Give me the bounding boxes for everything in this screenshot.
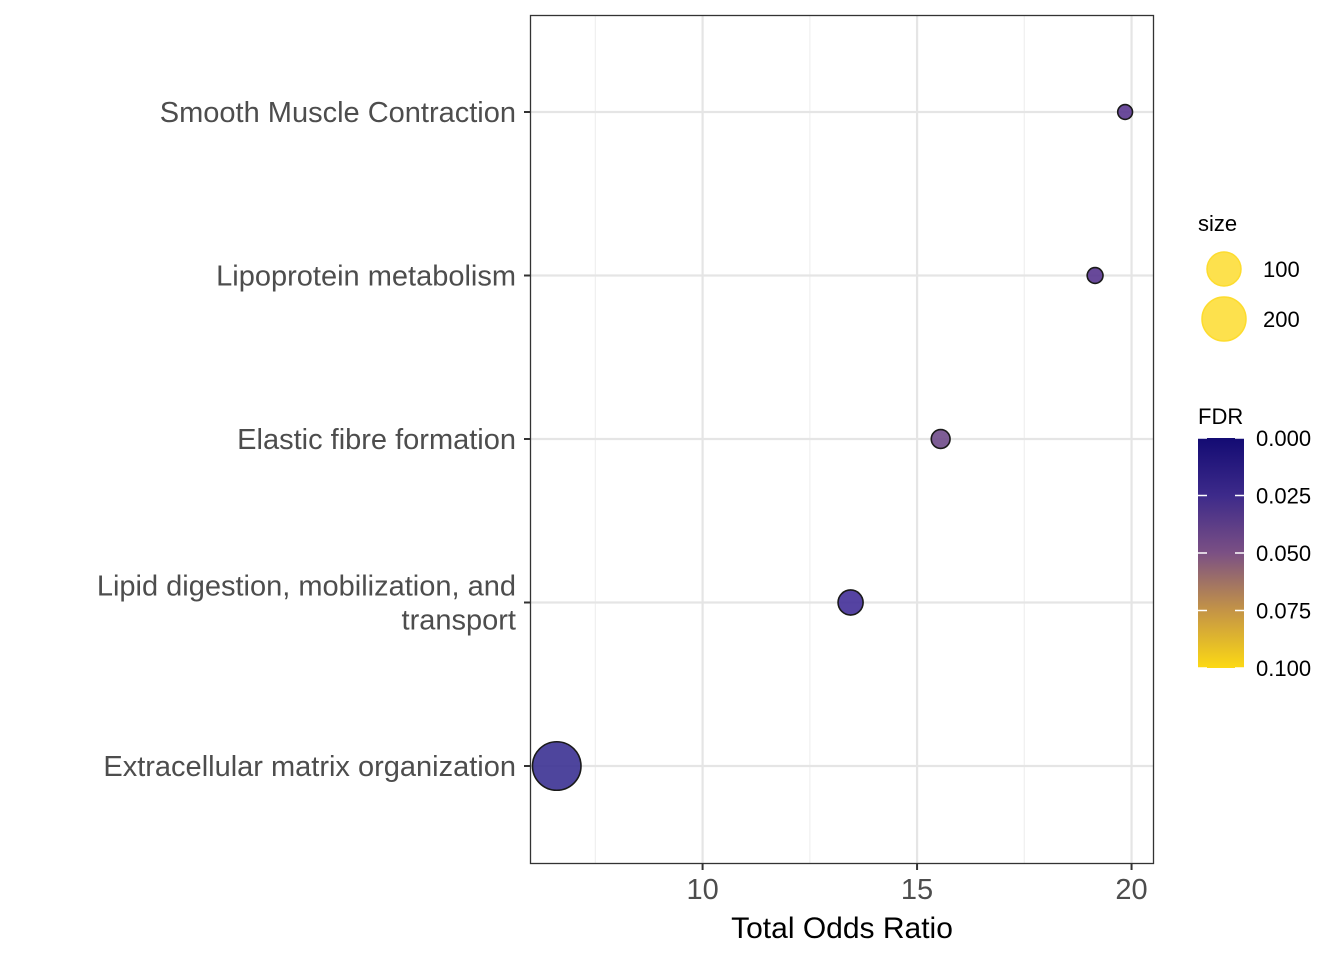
y-tick-label: Lipoprotein metabolism <box>216 261 516 293</box>
size-legend: size 100 200 <box>1198 211 1300 342</box>
data-point <box>930 428 951 450</box>
y-tick-label: Smooth Muscle Contraction <box>160 97 516 129</box>
size-legend-label: 100 <box>1263 257 1300 282</box>
size-legend-key <box>1201 296 1247 342</box>
data-point <box>1116 103 1134 121</box>
data-point <box>531 740 582 792</box>
data-point <box>1086 266 1104 285</box>
y-tick-label: Extracellular matrix organization <box>103 751 516 783</box>
y-tick-label: Lipid digestion, mobilization, and transp… <box>97 571 516 637</box>
x-tick-label: 15 <box>901 874 933 906</box>
y-axis: Extracellular matrix organization Lipid d… <box>97 97 531 783</box>
fdr-legend: FDR 0.000 0.025 0.050 0.075 0.100 <box>1198 404 1311 681</box>
size-legend-label: 200 <box>1263 307 1300 332</box>
data-point <box>837 589 864 616</box>
y-tick-label: Elastic fibre formation <box>237 424 516 456</box>
x-tick-label: 20 <box>1115 874 1147 906</box>
size-legend-title: size <box>1198 211 1237 236</box>
grid-lines <box>531 16 1153 863</box>
fdr-tick-label: 0.025 <box>1256 484 1311 509</box>
x-tick-label: 10 <box>686 874 718 906</box>
fdr-tick-label: 0.000 <box>1256 426 1311 451</box>
fdr-tick-label: 0.100 <box>1256 656 1311 681</box>
size-legend-key <box>1206 251 1242 287</box>
x-axis-title: Total Odds Ratio <box>731 912 953 945</box>
fdr-legend-title: FDR <box>1198 404 1243 429</box>
fdr-tick-label: 0.075 <box>1256 599 1311 624</box>
data-points <box>531 103 1134 792</box>
fdr-tick-label: 0.050 <box>1256 541 1311 566</box>
x-axis: 10 15 20 <box>686 863 1148 906</box>
